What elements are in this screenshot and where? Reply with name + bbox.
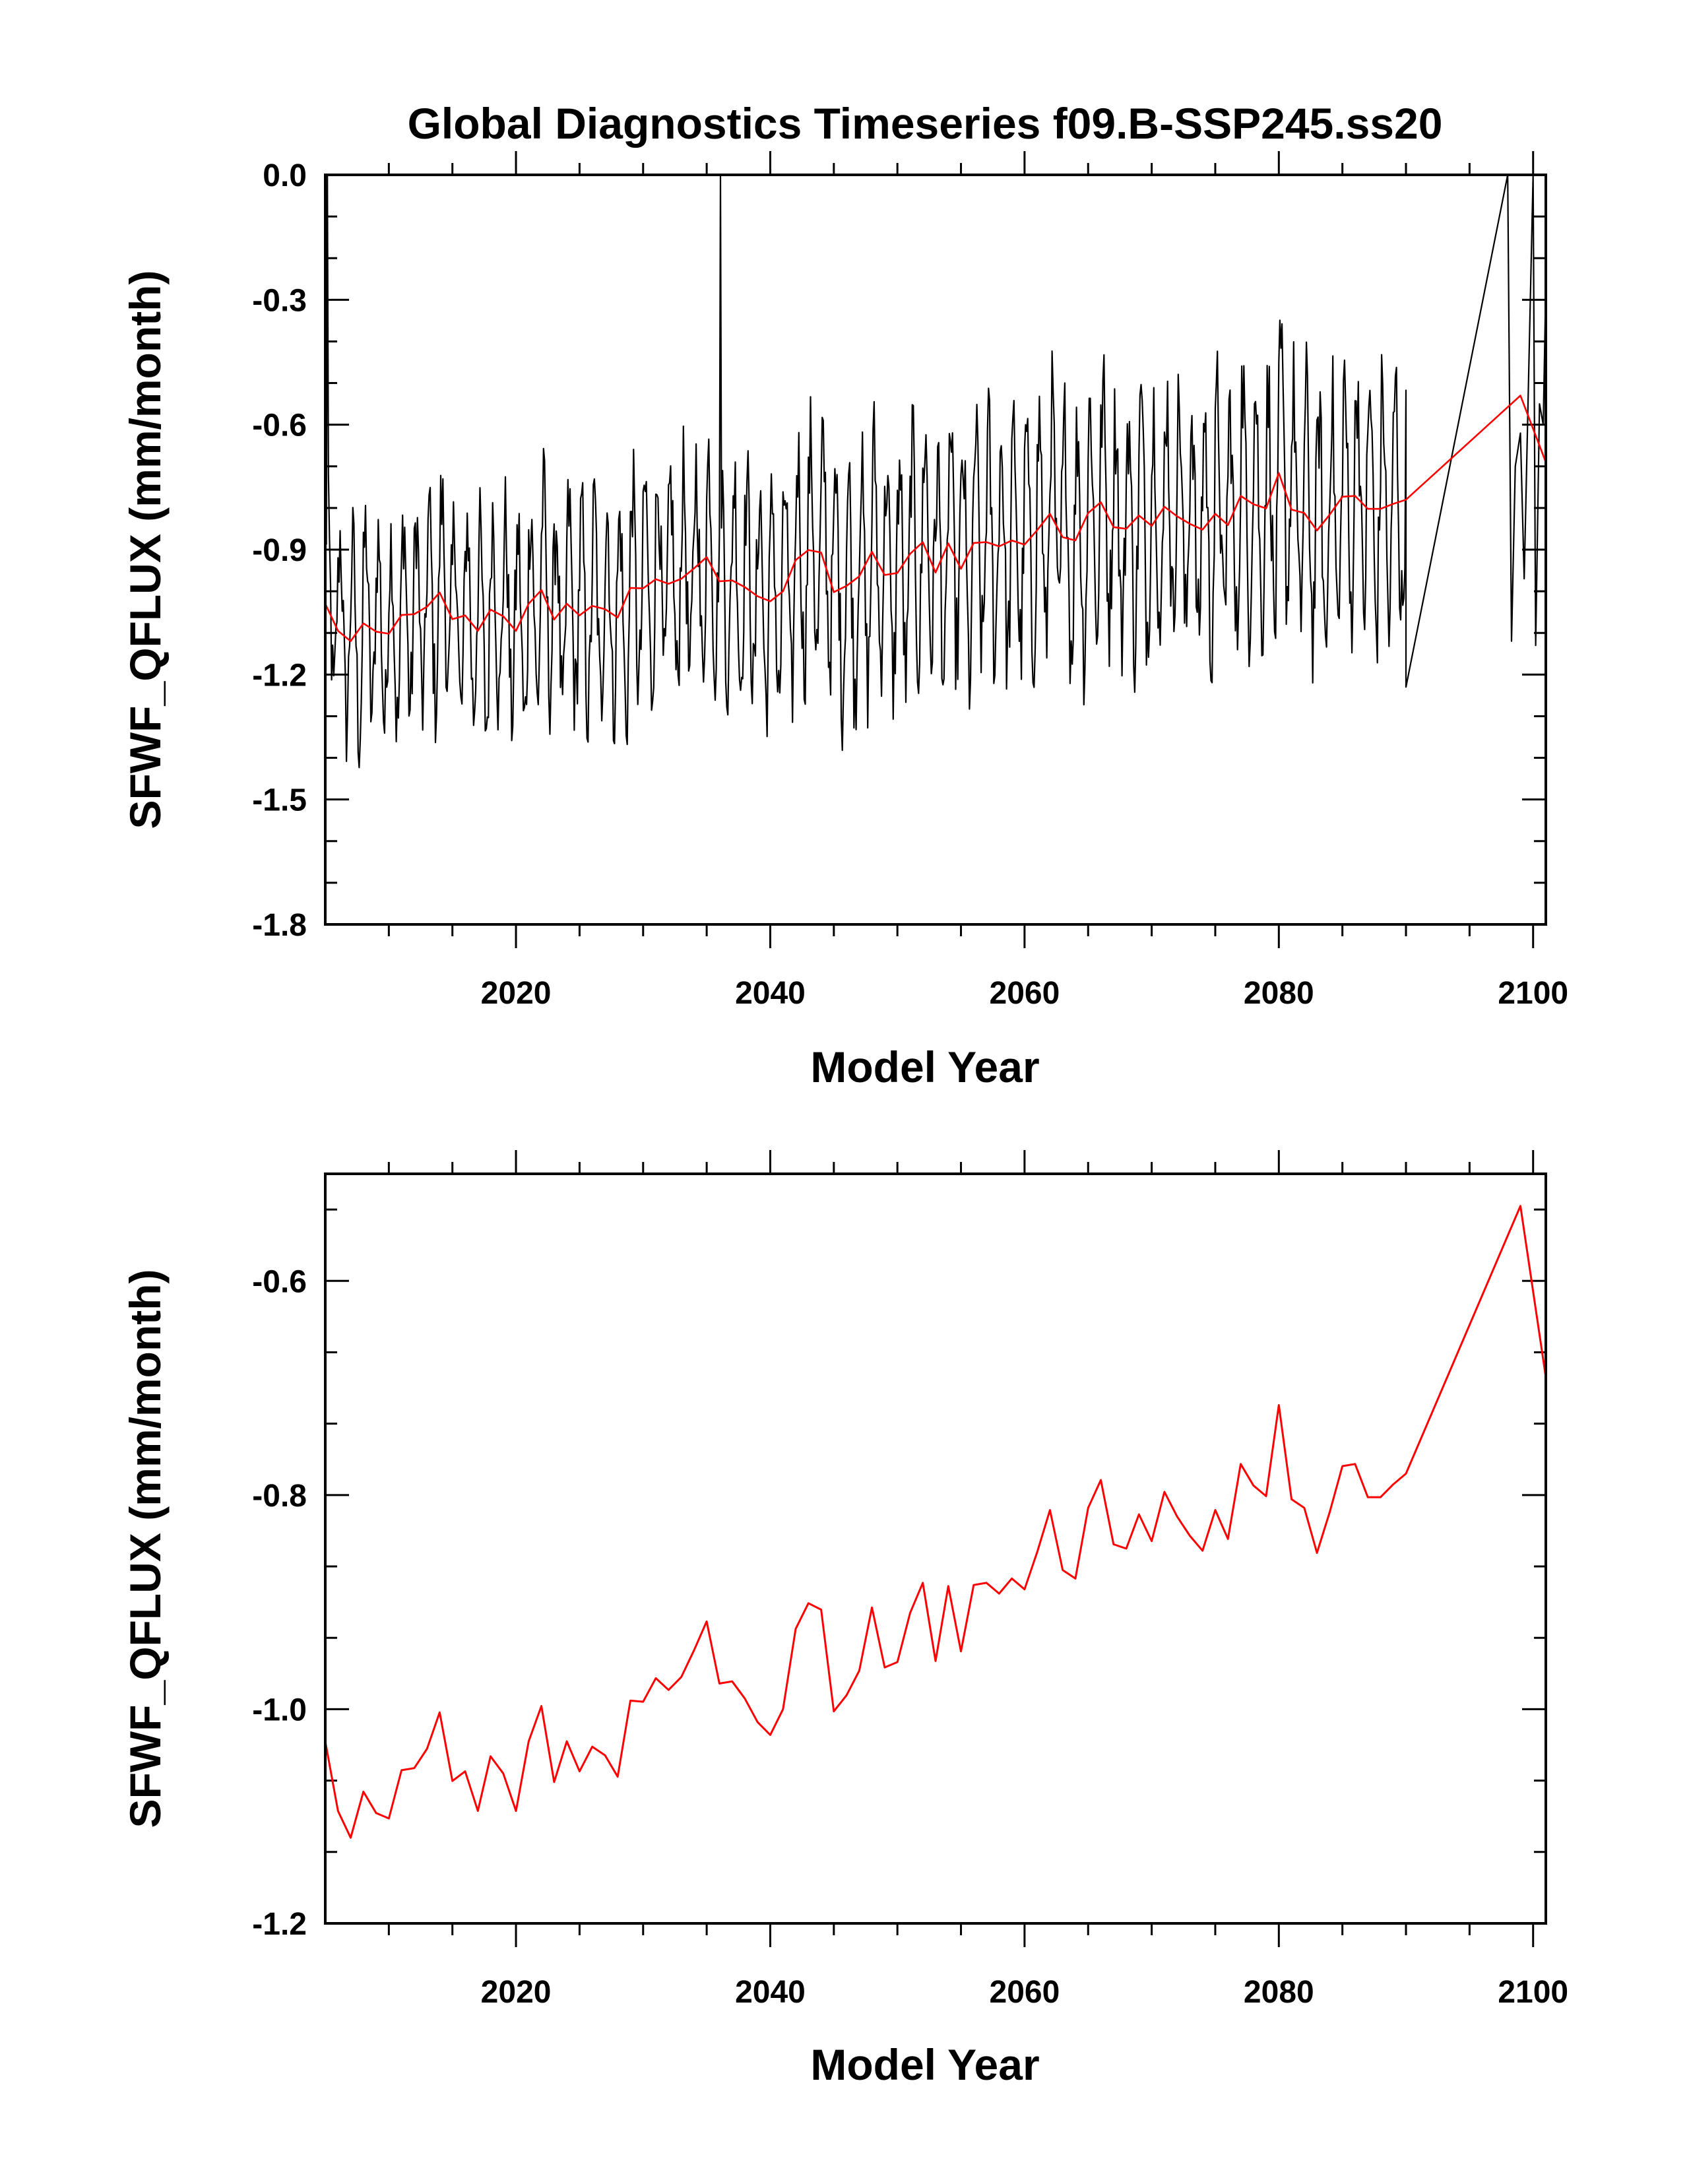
top-y-tick-label: -0.3 xyxy=(252,283,307,318)
bottom-x-tick-label: 2040 xyxy=(735,1975,806,2010)
top-y-tick-label: 0.0 xyxy=(263,158,307,193)
top-panel: Global Diagnostics Timeseries f09.B-SSP2… xyxy=(121,99,1568,1091)
bottom-x-tick-label: 2020 xyxy=(481,1975,552,2010)
bottom-y-tick-label: -0.6 xyxy=(252,1264,307,1299)
bottom-x-tick-label: 2060 xyxy=(990,1975,1060,2010)
chart-title: Global Diagnostics Timeseries f09.B-SSP2… xyxy=(408,99,1443,148)
monthly-series-line xyxy=(325,174,1547,769)
bottom-y-tick-label: -0.8 xyxy=(252,1479,307,1514)
top-y-tick-label: -1.5 xyxy=(252,783,307,818)
top-tick-labels: 0.0 -0.3 -0.6 -0.9 -1.2 -1.5 -1.8 2020 2040 2060 2… xyxy=(252,158,1568,1011)
bottom-series-group xyxy=(324,1205,1547,1839)
bottom-x-tick-label: 2100 xyxy=(1498,1975,1568,2010)
top-x-tick-label: 2020 xyxy=(481,976,552,1011)
bottom-panel: -0.6 -0.8 -1.0 -1.2 2020 2040 2060 2080 2100 Mod… xyxy=(121,1150,1568,2089)
top-plot-frame xyxy=(324,174,1547,926)
top-x-tick-label: 2040 xyxy=(735,976,806,1011)
top-x-tick-label: 2100 xyxy=(1498,976,1568,1011)
bottom-y-tick-label: -1.0 xyxy=(252,1692,307,1727)
top-y-tick-label: -1.2 xyxy=(252,658,307,693)
top-y-tick-label: -0.9 xyxy=(252,533,307,568)
top-series-group xyxy=(324,174,1547,769)
annual-mean-series-line xyxy=(324,1205,1547,1839)
bottom-x-axis-label: Model Year xyxy=(810,2040,1039,2089)
top-y-tick-label: -0.6 xyxy=(252,408,307,443)
top-y-axis-label: SFWF_QFLUX (mm/month) xyxy=(121,271,170,829)
bottom-y-axis-label: SFWF_QFLUX (mm/month) xyxy=(121,1269,170,1828)
bottom-tick-labels: -0.6 -0.8 -1.0 -1.2 2020 2040 2060 2080 2100 xyxy=(252,1264,1568,2010)
top-x-axis-label: Model Year xyxy=(810,1043,1039,1091)
top-x-tick-label: 2080 xyxy=(1244,976,1314,1011)
bottom-y-tick-label: -1.2 xyxy=(252,1907,307,1942)
top-x-tick-label: 2060 xyxy=(990,976,1060,1011)
bottom-x-tick-label: 2080 xyxy=(1244,1975,1314,2010)
top-y-tick-label: -1.8 xyxy=(252,908,307,943)
bottom-axis-ticks xyxy=(325,1150,1546,1947)
annual-mean-series-line xyxy=(324,395,1547,643)
bottom-plot-frame xyxy=(324,1172,1547,1925)
